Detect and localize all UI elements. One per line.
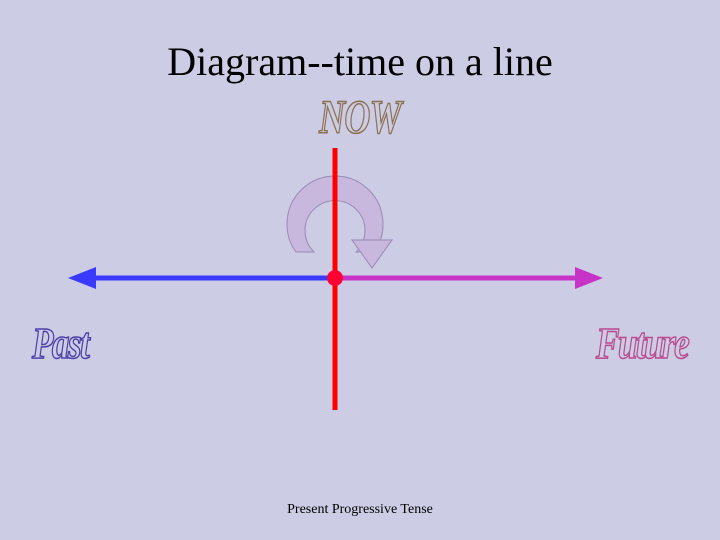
future-label: Future (596, 318, 688, 369)
timeline-diagram (0, 0, 720, 540)
footer-caption: Present Progressive Tense (0, 502, 720, 518)
past-label: Past (32, 318, 88, 369)
past-arrow-icon (68, 267, 96, 289)
now-dot (327, 270, 343, 286)
future-arrow-icon (575, 267, 603, 289)
recurring-arrow-icon (287, 176, 392, 268)
